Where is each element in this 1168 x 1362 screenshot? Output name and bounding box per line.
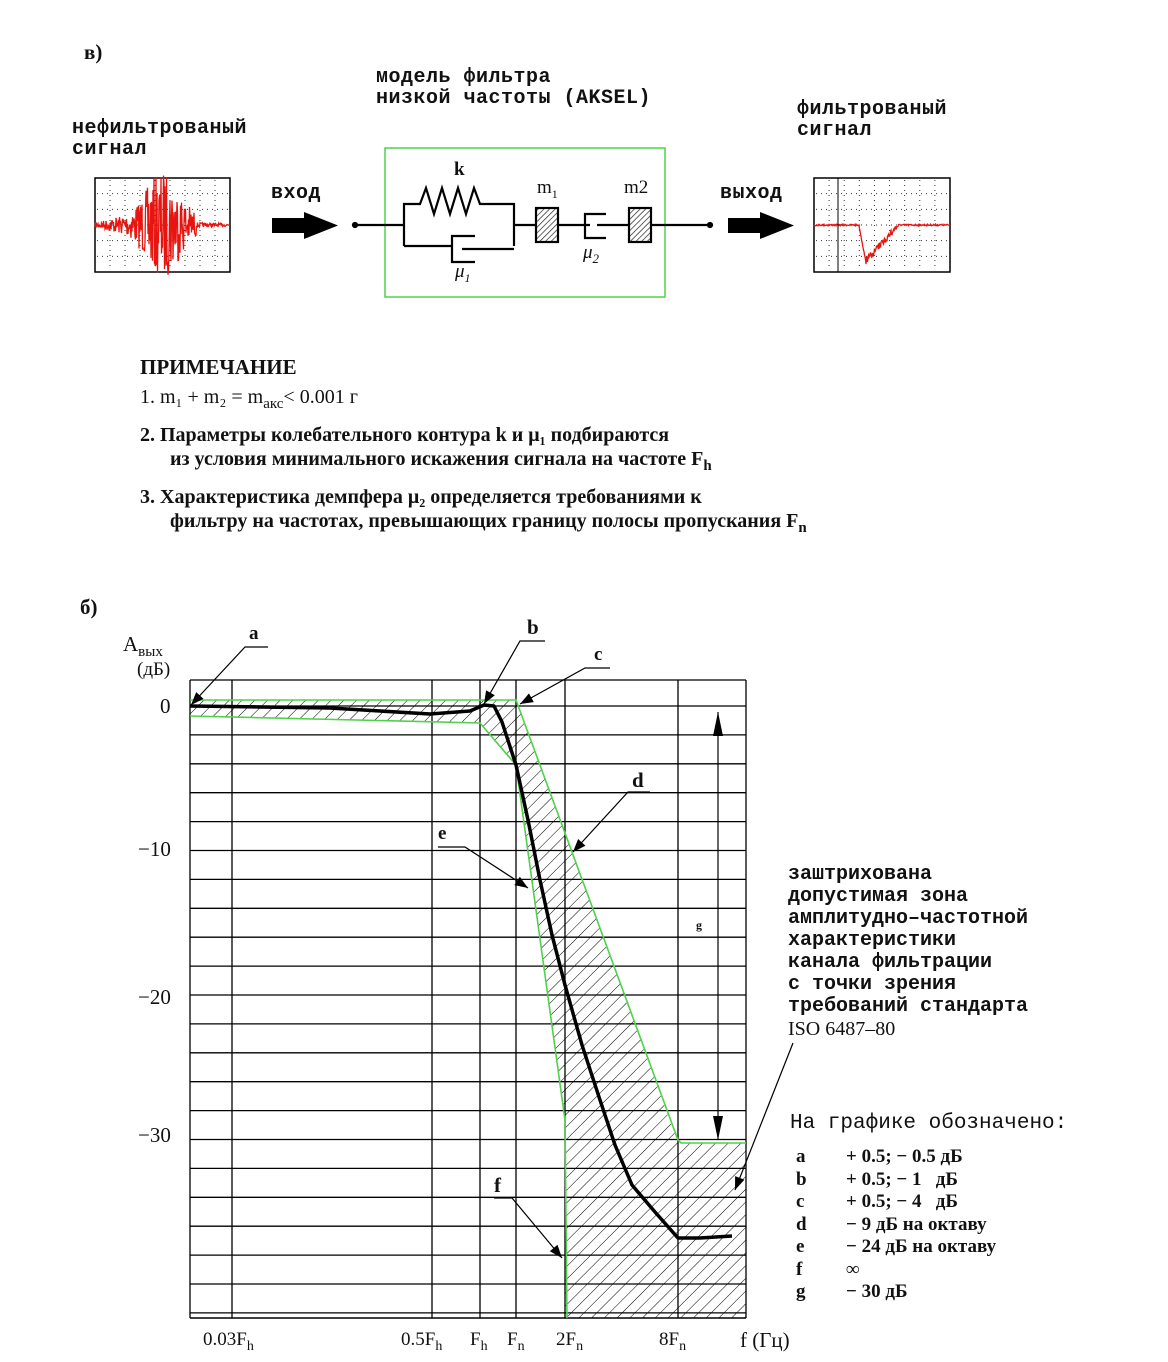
- input-signal-label-1: нефильтрованый: [72, 117, 248, 140]
- legend-key: g: [796, 1281, 806, 1302]
- output-signal-label-2: сигнал: [797, 119, 873, 142]
- x-tick-8fn: 8Fn: [659, 1329, 687, 1354]
- output-signal-label-1: фильтрованый: [797, 98, 948, 121]
- leader-d: [572, 791, 650, 853]
- legend-value: − 30 дБ: [846, 1281, 908, 1302]
- legend-value: − 24 дБ на октаву: [846, 1236, 997, 1257]
- notes-title: ПРИМЕЧАНИЕ: [140, 355, 297, 379]
- y-tick-minus30: −30: [138, 1123, 171, 1147]
- legend-value: + 0.5; − 1 дБ: [846, 1168, 958, 1190]
- input-signal-label-2: сигнал: [72, 138, 148, 161]
- leader-d-arrowhead: [573, 839, 586, 852]
- y-tick-0: 0: [160, 694, 171, 718]
- filter-response-curve: [189, 703, 733, 1240]
- leader-b-arrowhead: [484, 690, 495, 704]
- leader-f: [494, 1197, 563, 1259]
- spring-label: k: [454, 159, 465, 180]
- legend-key: d: [796, 1213, 807, 1235]
- input-arrow-icon: [272, 212, 338, 239]
- legend-key: b: [796, 1168, 807, 1190]
- part-b-label: б): [80, 595, 98, 619]
- leader-b: [483, 640, 545, 705]
- leader-e-arrowhead: [514, 876, 528, 888]
- input-signal-scope: [94, 175, 231, 275]
- allowed-zone-hatch: [190, 700, 746, 1318]
- output-signal-scope: [813, 177, 951, 273]
- legend-key: e: [796, 1236, 805, 1257]
- part-a-label: в): [84, 40, 103, 64]
- marker-a: a: [249, 623, 259, 644]
- x-tick-0.03fh: 0.03Fh: [203, 1329, 254, 1354]
- output-label: выход: [720, 182, 783, 205]
- leader-c-arrowhead: [520, 693, 534, 704]
- output-signal-waveform: [813, 222, 951, 265]
- hatched-zone-description: заштрихована допустимая зона амплитудно–…: [788, 863, 1029, 1041]
- input-label: вход: [271, 182, 322, 205]
- damper2-label: μ2: [583, 242, 600, 266]
- damper1-label: μ1: [455, 261, 471, 285]
- y-axis-label: Aвых: [123, 632, 163, 661]
- x-tick-fn: Fn: [507, 1329, 525, 1354]
- dimension-g-arrowhead-bottom: [713, 1116, 723, 1140]
- x-tick-fh: Fh: [470, 1329, 488, 1354]
- note-2: 2. Параметры колебательного контура k и …: [140, 424, 712, 474]
- model-title-line1: модель фильтра: [376, 66, 552, 89]
- note-3: 3. Характеристика демпфера μ₂ определяет…: [140, 486, 807, 536]
- model-title-line2: низкой частоты (AKSEL): [376, 87, 652, 110]
- y-axis-unit: (дБ): [137, 659, 171, 680]
- legend-key: a: [796, 1146, 806, 1167]
- upper-tolerance-boundary: [190, 699, 746, 1144]
- marker-f: f: [494, 1173, 501, 1197]
- x-tick-2fn: 2Fn: [556, 1329, 584, 1354]
- legend-value: ∞: [846, 1258, 860, 1280]
- legend-title: На графике обозначено:: [790, 1112, 1068, 1135]
- y-tick-minus20: −20: [138, 985, 171, 1009]
- legend-key: f: [796, 1258, 803, 1280]
- filter-model-box: [384, 147, 666, 298]
- x-axis-label: f (Гц): [740, 1328, 790, 1352]
- legend-value: + 0.5; − 0.5 дБ: [846, 1146, 963, 1167]
- legend-value: + 0.5; − 4 дБ: [846, 1191, 958, 1212]
- leader-a: [190, 646, 268, 706]
- note-1: 1. m₁ + m₂ = mакс< 0.001 г: [140, 386, 358, 412]
- marker-b: b: [527, 615, 539, 639]
- legend-value: − 9 дБ на октаву: [846, 1213, 987, 1235]
- leader-e: [438, 846, 529, 889]
- legend-key: c: [796, 1191, 805, 1212]
- input-signal-waveform: [94, 175, 231, 275]
- leader-description: [734, 1042, 794, 1191]
- mass1-label: m1: [537, 177, 558, 201]
- y-tick-minus10: −10: [138, 837, 171, 861]
- x-tick-0.5fh: 0.5Fh: [401, 1329, 443, 1354]
- output-arrow-icon: [728, 212, 794, 239]
- lower-tolerance-boundary: [189, 715, 568, 1319]
- leader-a-arrowhead: [191, 692, 204, 705]
- marker-c: c: [594, 644, 603, 665]
- marker-g: g: [696, 918, 702, 932]
- marker-e: e: [438, 823, 447, 844]
- leader-f-arrowhead: [549, 1244, 562, 1258]
- mechanical-model: [351, 184, 714, 264]
- dimension-g-arrowhead-top: [713, 712, 723, 736]
- leader-c: [519, 667, 610, 705]
- leader-description-arrowhead: [735, 1176, 745, 1190]
- mass2-label: m2: [624, 177, 649, 198]
- frequency-response-chart: [189, 640, 794, 1319]
- marker-d: d: [632, 768, 644, 792]
